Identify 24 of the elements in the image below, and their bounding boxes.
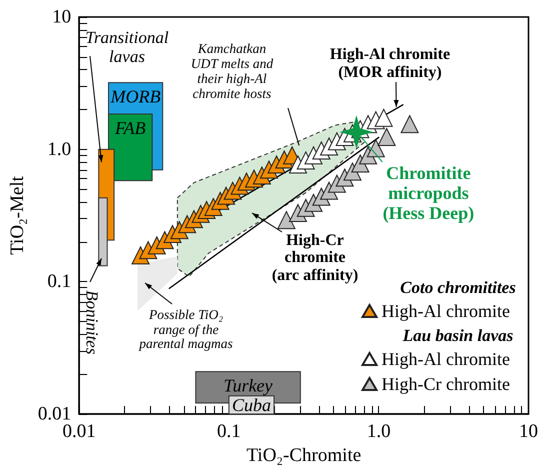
annotation: Transitional lavas <box>85 28 169 67</box>
annotation: Kamchatkan UDT melts and their high-Al chromite hosts <box>190 41 274 102</box>
y-tick-label: 10 <box>52 6 72 28</box>
legend-label: High-Al chromite <box>382 349 510 369</box>
annotation: Lau basin lavas <box>402 326 514 346</box>
y-tick-label: 0.1 <box>47 271 72 292</box>
series-label: Chromitite micropods (Hess Deep) <box>382 163 474 224</box>
series-label: FAB <box>114 118 146 138</box>
annotation: Boninites <box>82 290 102 354</box>
annotation: High-Cr chromite (arc affinity) <box>272 232 358 284</box>
legend-label: High-Al chromite <box>382 301 510 321</box>
x-tick-label: 0.1 <box>217 421 241 442</box>
annotation: High-Al chromite (MOR affinity) <box>330 46 450 82</box>
y-axis-title: TiO₂-Melt <box>7 175 28 255</box>
series-label: MORB <box>110 86 161 107</box>
series-label: Cuba <box>232 394 271 415</box>
annotation: Possible TiO₂ range of the parental magmas <box>139 306 233 352</box>
series-label: Turkey <box>224 376 273 396</box>
x-tick-label: 10 <box>519 421 538 442</box>
annotation: Coto chromitites <box>400 278 516 298</box>
x-tick-label: 1.0 <box>366 421 391 442</box>
x-axis-title: TiO₂-Chromite <box>246 444 362 466</box>
legend-label: High-Cr chromite <box>382 374 510 394</box>
y-tick-label: 1.0 <box>47 138 72 160</box>
